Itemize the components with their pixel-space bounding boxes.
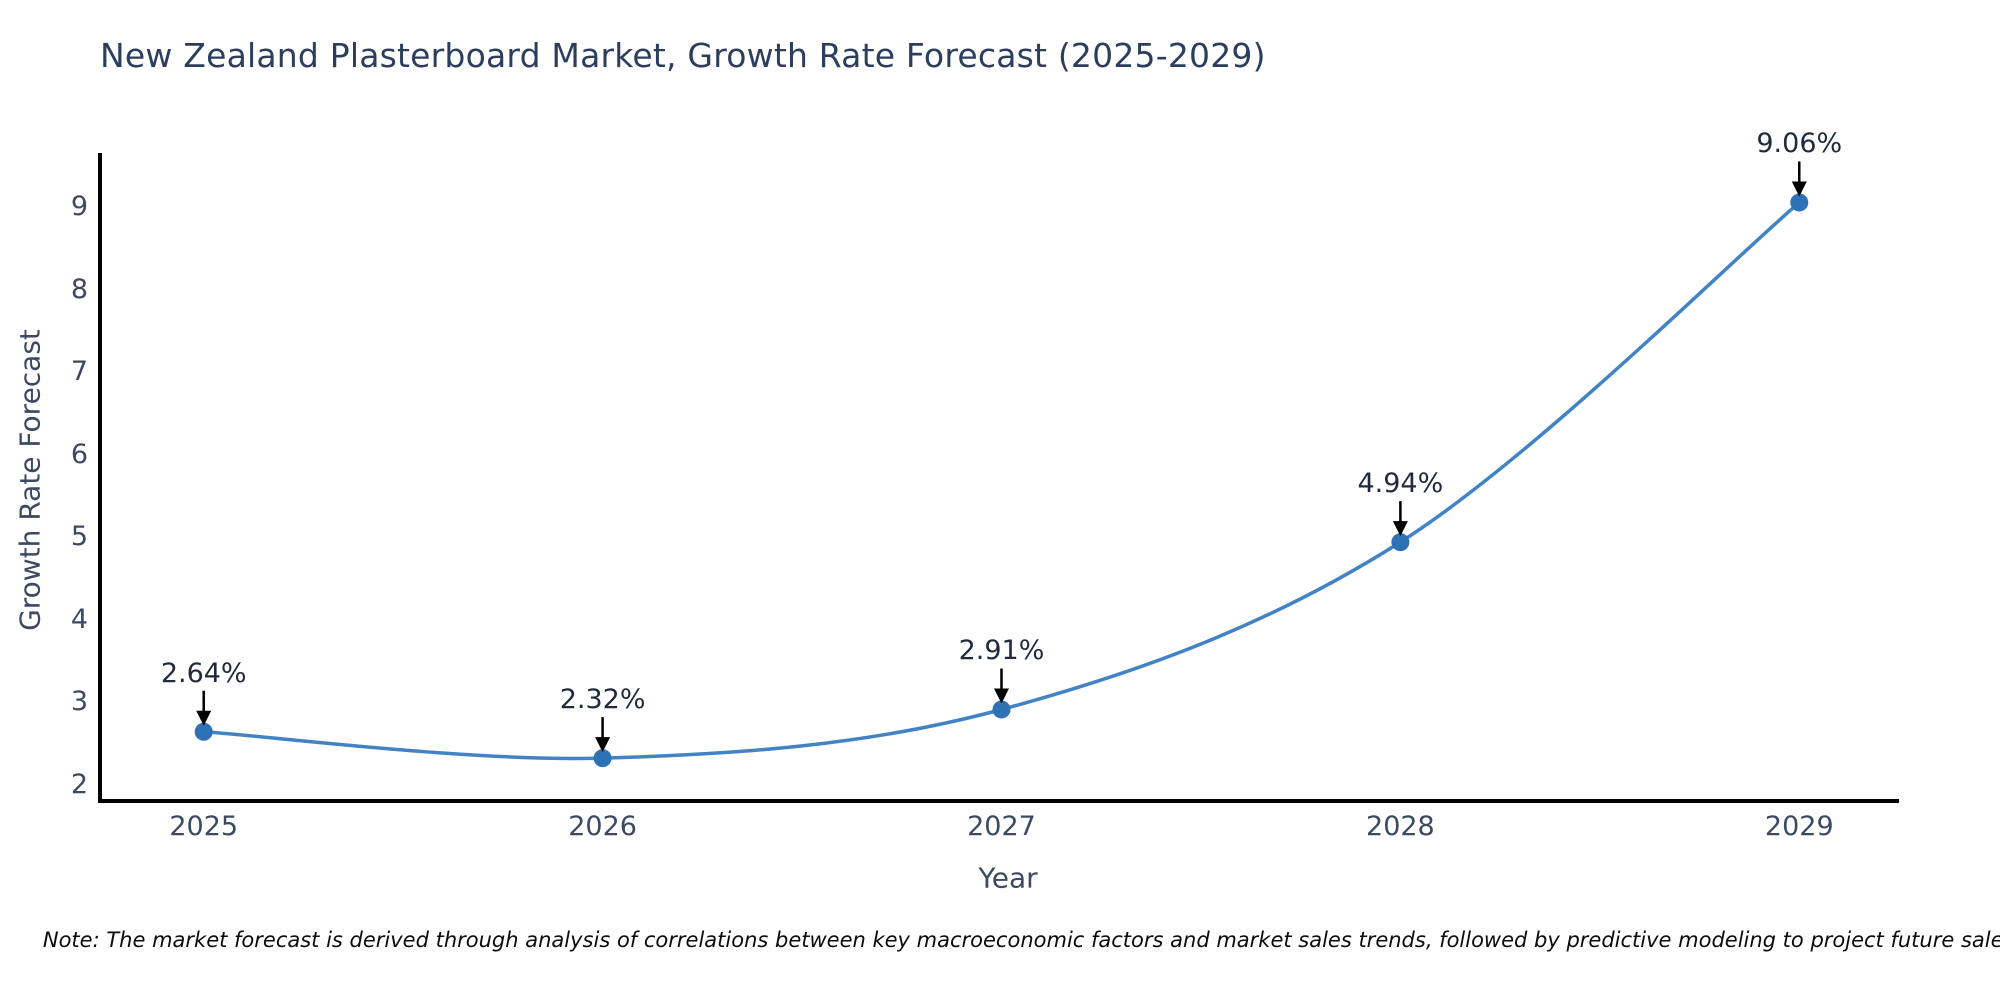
x-axis-title: Year: [978, 861, 1038, 895]
y-tick-label: 6: [70, 438, 88, 470]
data-point-annotation: 2.32%: [559, 684, 646, 716]
y-tick-label: 5: [70, 521, 88, 553]
data-point-annotation: 4.94%: [1357, 468, 1444, 500]
data-point-marker: [992, 700, 1011, 719]
x-tick-label: 2027: [967, 811, 1036, 842]
data-point-marker: [194, 722, 213, 741]
annotation-arrow-head: [595, 737, 611, 753]
chart-title: New Zealand Plasterboard Market, Growth …: [100, 36, 1266, 75]
y-tick-label: 4: [70, 603, 88, 635]
x-tick-label: 2025: [169, 811, 239, 842]
y-tick-label: 7: [70, 356, 88, 388]
data-point-annotation: 2.91%: [958, 635, 1045, 667]
y-tick-label: 2: [70, 768, 88, 800]
y-tick-label: 9: [70, 191, 88, 223]
x-tick-label: 2026: [568, 811, 637, 842]
x-tick-label: 2029: [1764, 811, 1834, 842]
data-point-marker: [1391, 533, 1410, 552]
annotation-arrow-head: [1791, 181, 1807, 197]
x-tick-label: 2028: [1366, 811, 1435, 842]
data-point-marker: [1790, 193, 1809, 212]
data-point-annotation: 2.64%: [160, 657, 247, 689]
y-tick-label: 8: [70, 273, 88, 305]
data-point-annotation: 9.06%: [1756, 128, 1843, 160]
annotation-arrow-head: [196, 710, 212, 726]
annotation-arrow-head: [1392, 521, 1408, 537]
annotation-arrow-head: [993, 688, 1009, 704]
data-point-marker: [593, 749, 612, 768]
y-tick-label: 3: [70, 686, 88, 718]
footnote: Note: The market forecast is derived thr…: [42, 928, 2000, 952]
